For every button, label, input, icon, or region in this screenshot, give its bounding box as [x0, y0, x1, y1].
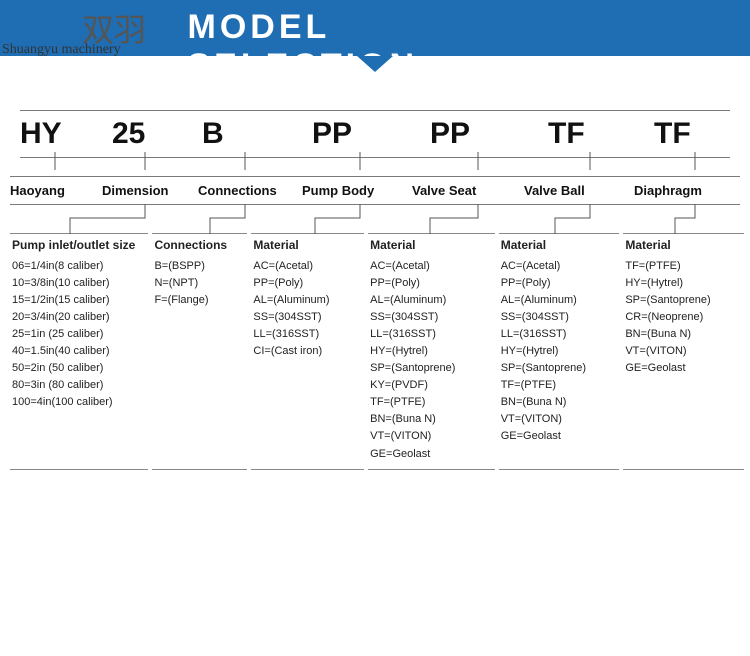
- detail-line: AL=(Aluminum): [253, 292, 362, 309]
- detail-line: BN=(Buna N): [501, 394, 618, 411]
- code-cell-5: TF: [548, 111, 654, 157]
- detail-box-4: Material AC=(Acetal)PP=(Poly)AL=(Aluminum…: [499, 233, 620, 470]
- label-cell-4: Valve Seat: [412, 177, 524, 204]
- detail-line: SS=(304SST): [370, 309, 493, 326]
- code-cell-4: PP: [430, 111, 548, 157]
- detail-line: VT=(VITON): [625, 343, 742, 360]
- detail-line: AC=(Acetal): [253, 258, 362, 275]
- detail-line: 06=1/4in(8 caliber): [12, 258, 146, 275]
- detail-row: Pump inlet/outlet size 06=1/4in(8 caliber…: [10, 233, 744, 470]
- detail-line: HY=(Hytrel): [625, 275, 742, 292]
- detail-line: VT=(VITON): [501, 411, 618, 428]
- code-cell-6: TF: [654, 111, 730, 157]
- label-cell-2: Connections: [198, 177, 302, 204]
- detail-line: LL=(316SST): [370, 326, 493, 343]
- detail-line: AC=(Acetal): [501, 258, 618, 275]
- model-code-row: HY25BPPPPTFTF: [20, 110, 730, 158]
- detail-line: CR=(Neoprene): [625, 309, 742, 326]
- detail-line: BN=(Buna N): [625, 326, 742, 343]
- detail-line: PP=(Poly): [501, 275, 618, 292]
- segment-label-row: HaoyangDimensionConnectionsPump BodyValv…: [10, 176, 740, 205]
- detail-line: SS=(304SST): [253, 309, 362, 326]
- detail-heading: Connections: [154, 238, 245, 252]
- detail-line: VT=(VITON): [370, 428, 493, 445]
- detail-box-3: Material AC=(Acetal)PP=(Poly)AL=(Aluminum…: [368, 233, 495, 470]
- detail-line: PP=(Poly): [370, 275, 493, 292]
- detail-line: 80=3in (80 caliber): [12, 377, 146, 394]
- code-cell-2: B: [202, 111, 312, 157]
- detail-line: LL=(316SST): [501, 326, 618, 343]
- detail-line: B=(BSPP): [154, 258, 245, 275]
- detail-line: 25=1in (25 caliber): [12, 326, 146, 343]
- detail-line: TF=(PTFE): [370, 394, 493, 411]
- detail-line: SS=(304SST): [501, 309, 618, 326]
- detail-heading: Material: [501, 238, 618, 252]
- detail-line: SP=(Santoprene): [370, 360, 493, 377]
- detail-line: BN=(Buna N): [370, 411, 493, 428]
- detail-line: HY=(Hytrel): [370, 343, 493, 360]
- detail-line: PP=(Poly): [253, 275, 362, 292]
- detail-line: TF=(PTFE): [625, 258, 742, 275]
- detail-line: 100=4in(100 caliber): [12, 394, 146, 411]
- detail-line: AL=(Aluminum): [370, 292, 493, 309]
- detail-line: HY=(Hytrel): [501, 343, 618, 360]
- detail-line: TF=(PTFE): [501, 377, 618, 394]
- detail-line: CI=(Cast iron): [253, 343, 362, 360]
- detail-line: AC=(Acetal): [370, 258, 493, 275]
- detail-line: N=(NPT): [154, 275, 245, 292]
- detail-line: GE=Geolast: [625, 360, 742, 377]
- code-cell-1: 25: [112, 111, 202, 157]
- diagram: HY25BPPPPTFTF HaoyangDimensionConnection…: [0, 110, 750, 470]
- detail-box-5: Material TF=(PTFE)HY=(Hytrel)SP=(Santopre…: [623, 233, 744, 470]
- detail-line: KY=(PVDF): [370, 377, 493, 394]
- detail-box-2: Material AC=(Acetal)PP=(Poly)AL=(Aluminum…: [251, 233, 364, 470]
- page-title: MODEL SELECTION: [188, 8, 563, 86]
- detail-line: GE=Geolast: [501, 428, 618, 445]
- detail-line: SP=(Santoprene): [501, 360, 618, 377]
- label-cell-3: Pump Body: [302, 177, 412, 204]
- detail-line: GE=Geolast: [370, 446, 493, 463]
- detail-line: LL=(316SST): [253, 326, 362, 343]
- detail-heading: Material: [370, 238, 493, 252]
- detail-line: 20=3/4in(20 caliber): [12, 309, 146, 326]
- detail-line: 40=1.5in(40 caliber): [12, 343, 146, 360]
- detail-heading: Pump inlet/outlet size: [12, 238, 146, 252]
- detail-heading: Material: [625, 238, 742, 252]
- header-notch: [357, 56, 393, 72]
- code-cell-3: PP: [312, 111, 430, 157]
- detail-box-1: Connections B=(BSPP)N=(NPT)F=(Flange): [152, 233, 247, 470]
- detail-line: F=(Flange): [154, 292, 245, 309]
- brand-sub-text: Shuangyu machinery: [2, 42, 121, 58]
- detail-line: 10=3/8in(10 caliber): [12, 275, 146, 292]
- label-cell-6: Diaphragm: [634, 177, 740, 204]
- detail-line: SP=(Santoprene): [625, 292, 742, 309]
- detail-line: 15=1/2in(15 caliber): [12, 292, 146, 309]
- detail-line: AL=(Aluminum): [501, 292, 618, 309]
- code-cell-0: HY: [20, 111, 112, 157]
- label-cell-1: Dimension: [102, 177, 198, 204]
- detail-line: 50=2in (50 caliber): [12, 360, 146, 377]
- label-cell-5: Valve Ball: [524, 177, 634, 204]
- detail-heading: Material: [253, 238, 362, 252]
- header-bar: 双羽 Shuangyu machinery MODEL SELECTION: [0, 0, 750, 56]
- detail-box-0: Pump inlet/outlet size 06=1/4in(8 caliber…: [10, 233, 148, 470]
- label-cell-0: Haoyang: [10, 177, 102, 204]
